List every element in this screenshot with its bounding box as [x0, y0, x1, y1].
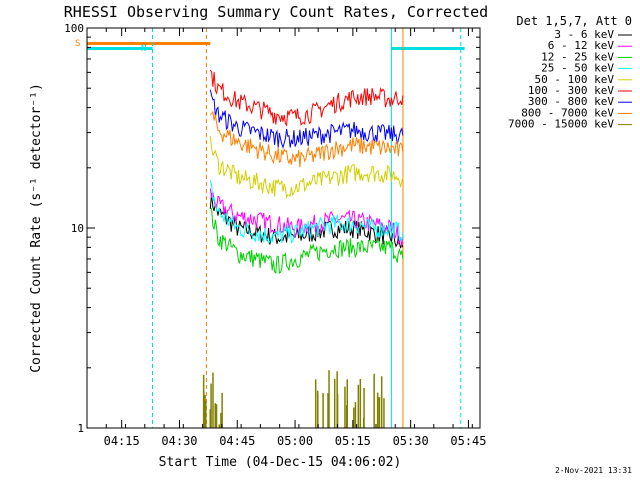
y-tick-label: 10	[71, 222, 84, 235]
legend-entry: 100 - 300 keV	[528, 84, 614, 97]
x-tick-label: 05:00	[277, 434, 313, 448]
legend-entry: 3 - 6 keV	[554, 28, 614, 41]
axes: 1 10 100 04:15 04:30 04:45 05:00 05:15 05:30 05:4…	[64, 22, 486, 448]
flag-bar	[391, 47, 465, 50]
x-tick-label: 04:30	[161, 434, 197, 448]
chart-title: RHESSI Observing Summary Count Rates, Co…	[64, 3, 488, 21]
y-tick-label: 100	[64, 22, 84, 35]
series-line	[209, 89, 404, 149]
series-line	[209, 180, 404, 244]
series-line	[209, 136, 404, 200]
x-tick-label: 05:45	[450, 434, 486, 448]
series-line	[209, 69, 404, 127]
x-tick-label: 04:15	[104, 434, 140, 448]
x-axis-label: Start Time (04-Dec-15 04:06:02)	[159, 455, 402, 470]
x-tick-label: 05:15	[335, 434, 371, 448]
series-line	[209, 188, 404, 246]
series-line	[210, 110, 404, 168]
legend-entry: 300 - 800 keV	[528, 95, 614, 108]
legend-entry: 50 - 100 keV	[535, 73, 615, 86]
legend-entry: 6 - 12 keV	[548, 39, 615, 52]
flag-bar	[87, 47, 153, 50]
legend-entry: 800 - 7000 keV	[521, 106, 614, 119]
y-tick-label: 1	[77, 422, 84, 435]
legend-header: Det 1,5,7, Att 0	[516, 14, 632, 28]
legend-entry: 12 - 25 keV	[541, 50, 614, 63]
legend-entry: 7000 - 15000 keV	[508, 118, 614, 131]
flag-label: S	[75, 39, 80, 49]
y-axis-label: Corrected Count Rate (s⁻¹ detector⁻¹)	[29, 83, 44, 373]
series-line	[210, 208, 404, 275]
flag-bar	[87, 42, 211, 45]
x-tick-label: 05:30	[393, 434, 429, 448]
footer-date: 2-Nov-2021 13:31	[555, 466, 632, 475]
x-tick-label: 04:45	[219, 434, 255, 448]
legend-entry: 25 - 50 keV	[541, 62, 614, 75]
flag-label: N	[141, 44, 146, 54]
